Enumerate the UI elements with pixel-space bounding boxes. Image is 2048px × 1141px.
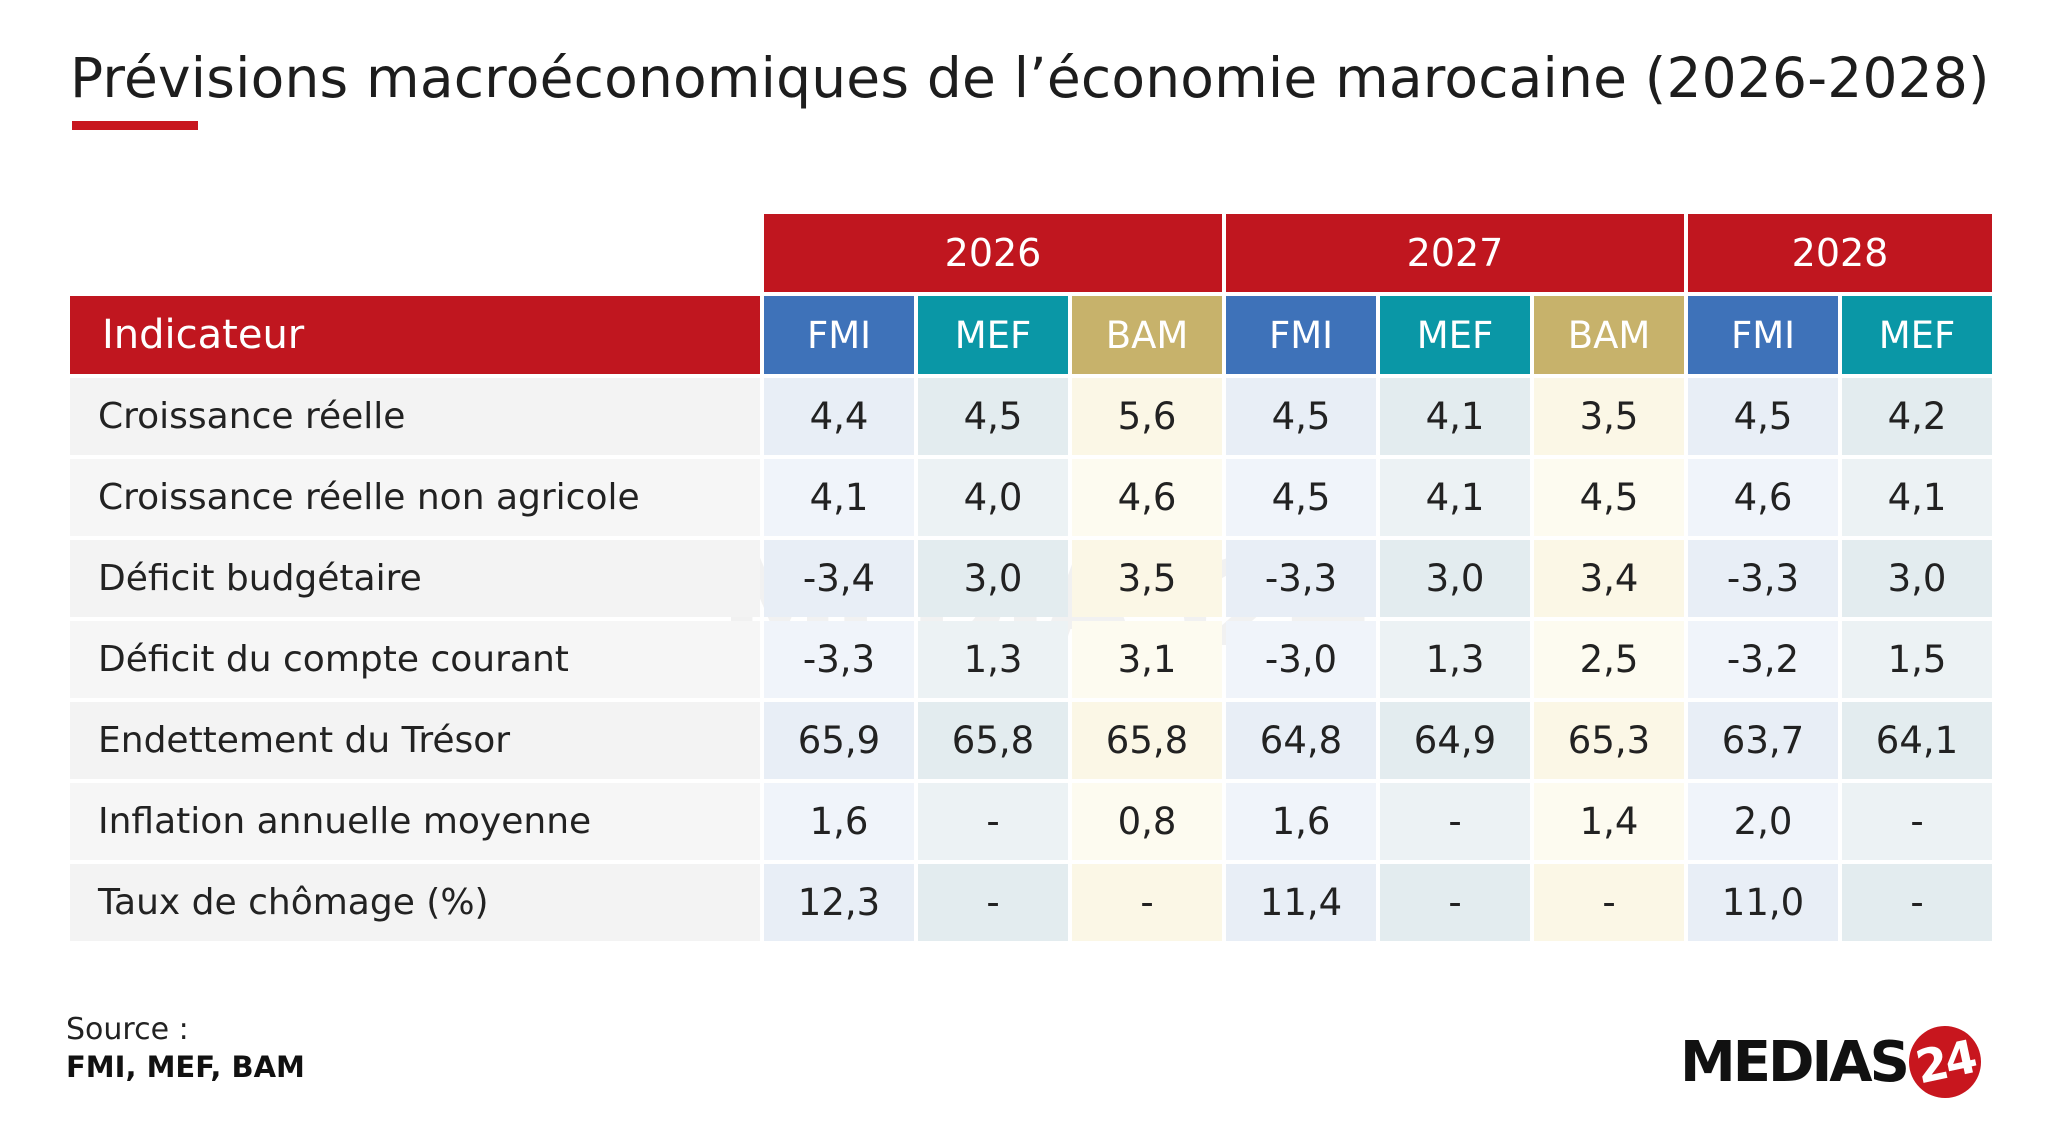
table-cell: 5,6 (1072, 378, 1222, 455)
source-value: FMI, MEF, BAM (66, 1050, 305, 1084)
table-cell: -3,4 (764, 540, 914, 617)
table-cell: 1,4 (1534, 783, 1684, 860)
table-cell: 4,5 (1226, 378, 1376, 455)
year-header-2027: 2027 (1226, 214, 1684, 292)
table-cell: 11,0 (1688, 864, 1838, 941)
table-cell: 3,0 (918, 540, 1068, 617)
source-header-bam: BAM (1072, 296, 1222, 374)
table-cell: 0,8 (1072, 783, 1222, 860)
table-cell: 4,6 (1072, 459, 1222, 536)
table-cell: - (1072, 864, 1222, 941)
table-cell: - (918, 864, 1068, 941)
page-title: Prévisions macroéconomiques de l’économi… (70, 46, 1990, 110)
table-cell: - (1842, 864, 1992, 941)
table-cell: 4,5 (1226, 459, 1376, 536)
table-cell: 64,9 (1380, 702, 1530, 779)
table-row: Taux de chômage (%) 12,3- -11,4- -11,0- (70, 864, 1992, 941)
table-row: Endettement du Trésor 65,9 65,8 65,8 64,8 64,… (70, 702, 1992, 779)
table-cell: -3,3 (1688, 540, 1838, 617)
source-header-fmi: FMI (1226, 296, 1376, 374)
table-row: Croissance réelle non agricole 4,1 4,0 4,6 4… (70, 459, 1992, 536)
year-header-2028: 2028 (1688, 214, 1992, 292)
table-cell: 1,6 (764, 783, 914, 860)
table-cell: 64,1 (1842, 702, 1992, 779)
source-header-mef: MEF (1380, 296, 1530, 374)
table-cell: 12,3 (764, 864, 914, 941)
row-label: Croissance réelle non agricole (70, 459, 760, 536)
table-cell: - (918, 783, 1068, 860)
table-cell: 65,9 (764, 702, 914, 779)
table-cell: 1,3 (1380, 621, 1530, 698)
table-cell: 4,0 (918, 459, 1068, 536)
year-header-2026: 2026 (764, 214, 1222, 292)
table-cell: 2,0 (1688, 783, 1838, 860)
table-cell: -3,3 (764, 621, 914, 698)
table-cell: 63,7 (1688, 702, 1838, 779)
row-label: Inflation annuelle moyenne (70, 783, 760, 860)
table-cell: - (1534, 864, 1684, 941)
source-header-fmi: FMI (764, 296, 914, 374)
table-row: Déficit budgétaire -3,4 3,0 3,5 -3,3 3,0 3,4 -3… (70, 540, 1992, 617)
blank-corner (70, 214, 760, 292)
table-cell: -3,0 (1226, 621, 1376, 698)
source-header-mef: MEF (1842, 296, 1992, 374)
table-cell: 4,5 (1534, 459, 1684, 536)
row-label: Croissance réelle (70, 378, 760, 455)
table-cell: - (1380, 783, 1530, 860)
row-label: Endettement du Trésor (70, 702, 760, 779)
source-label: Source : (66, 1012, 189, 1047)
table-row: Inflation annuelle moyenne 1,6-0,8 1,6-1,4… (70, 783, 1992, 860)
table-row: Croissance réelle 4,4 4,5 5,6 4,5 4,1 3,5 4,5 4,… (70, 378, 1992, 455)
source-header-fmi: FMI (1688, 296, 1838, 374)
table-cell: 3,5 (1072, 540, 1222, 617)
year-header-row: 2026 2027 2028 (70, 214, 1992, 292)
logo-text: MEDIAS (1680, 1029, 1910, 1095)
indicator-header: Indicateur (70, 296, 760, 374)
row-label: Taux de chômage (%) (70, 864, 760, 941)
table-body: Croissance réelle 4,4 4,5 5,6 4,5 4,1 3,5 4,5 4,… (70, 378, 1992, 941)
table-cell: 64,8 (1226, 702, 1376, 779)
table-cell: 3,5 (1534, 378, 1684, 455)
logo-badge: 24 (1902, 1019, 1988, 1105)
table-cell: 4,5 (1688, 378, 1838, 455)
table-cell: 3,0 (1380, 540, 1530, 617)
table-cell: 11,4 (1226, 864, 1376, 941)
table-cell: 3,4 (1534, 540, 1684, 617)
table-cell: 3,0 (1842, 540, 1992, 617)
table-row: Déficit du compte courant -3,3 1,3 3,1 -3,0 1… (70, 621, 1992, 698)
table-cell: -3,2 (1688, 621, 1838, 698)
row-label: Déficit du compte courant (70, 621, 760, 698)
table-cell: 4,1 (764, 459, 914, 536)
table-cell: 4,1 (1380, 378, 1530, 455)
table-cell: 4,1 (1380, 459, 1530, 536)
table-cell: 1,3 (918, 621, 1068, 698)
source-header-row: Indicateur FMI MEF BAM FMI MEF BAM FMI MEF (70, 296, 1992, 374)
table-cell: 3,1 (1072, 621, 1222, 698)
table-cell: 4,5 (918, 378, 1068, 455)
table-cell: 4,6 (1688, 459, 1838, 536)
source-header-bam: BAM (1534, 296, 1684, 374)
table-cell: -3,3 (1226, 540, 1376, 617)
medias24-logo: MEDIAS 24 (1680, 1019, 1988, 1105)
table-cell: 65,8 (1072, 702, 1222, 779)
table-cell: 65,8 (918, 702, 1068, 779)
source-header-mef: MEF (918, 296, 1068, 374)
table-cell: 1,6 (1226, 783, 1376, 860)
table-cell: - (1842, 783, 1992, 860)
table-cell: 4,4 (764, 378, 914, 455)
table-cell: - (1380, 864, 1530, 941)
forecast-table: 2026 2027 2028 Indicateur FMI MEF BAM FMI ME… (66, 210, 1996, 945)
row-label: Déficit budgétaire (70, 540, 760, 617)
table-cell: 4,1 (1842, 459, 1992, 536)
table-cell: 1,5 (1842, 621, 1992, 698)
title-underline (72, 121, 198, 130)
table-cell: 2,5 (1534, 621, 1684, 698)
table-cell: 4,2 (1842, 378, 1992, 455)
table-cell: 65,3 (1534, 702, 1684, 779)
